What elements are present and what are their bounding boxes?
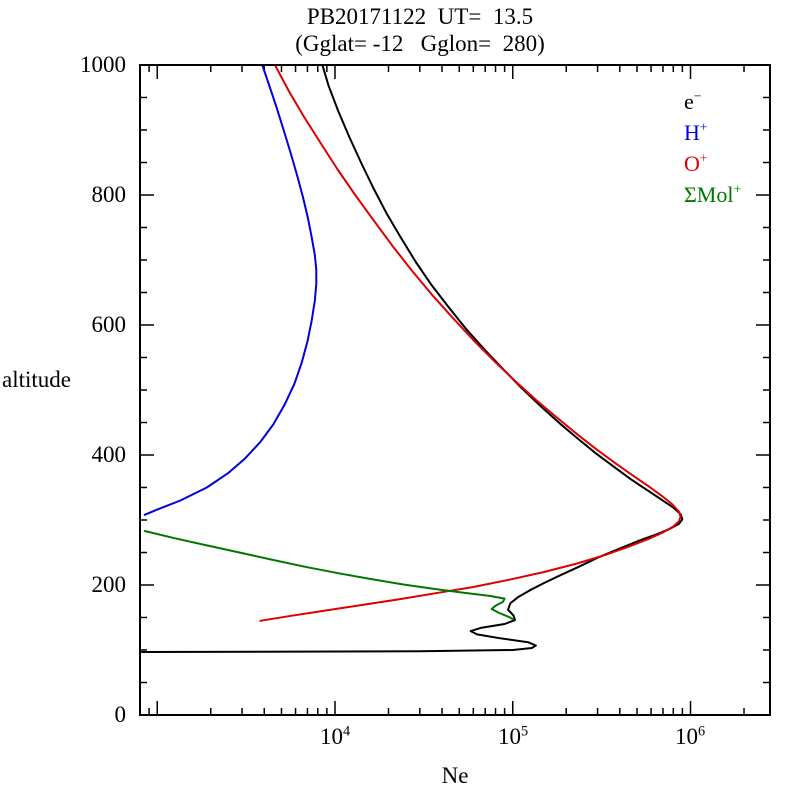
y-tick-label-0: 0 — [114, 702, 127, 727]
legend-item-electron: e− — [684, 88, 702, 114]
y-tick-label-600: 600 — [91, 312, 127, 337]
y-tick-label-400: 400 — [91, 442, 127, 467]
legend-item-h-plus: H+ — [684, 119, 708, 145]
legend-item-o-plus: O+ — [684, 150, 708, 176]
y-tick-label-800: 800 — [91, 182, 127, 207]
curve-h-plus — [143, 64, 318, 516]
y-tick-label-1000: 1000 — [80, 52, 126, 77]
x-tick-label-1e4: 104 — [319, 723, 351, 749]
legend: e− H+ O+ ΣMol+ — [684, 88, 742, 214]
curve-electron — [140, 64, 684, 653]
chart-title: PB20171122 UT= 13.5 — [306, 4, 534, 29]
x-tick-label-1e6: 106 — [674, 723, 706, 749]
y-axis-label: altitude — [2, 367, 71, 392]
chart-subtitle: (Gglat= -12 Gglon= 280) — [295, 31, 545, 56]
curve-mol-plus — [143, 530, 515, 621]
y-tick-label-200: 200 — [91, 572, 127, 597]
x-tick-label-1e5: 105 — [497, 723, 529, 749]
legend-item-mol-plus: ΣMol+ — [684, 181, 742, 207]
plot-frame — [139, 64, 771, 716]
curve-o-plus — [259, 64, 682, 622]
x-axis-label: Ne — [441, 763, 469, 788]
